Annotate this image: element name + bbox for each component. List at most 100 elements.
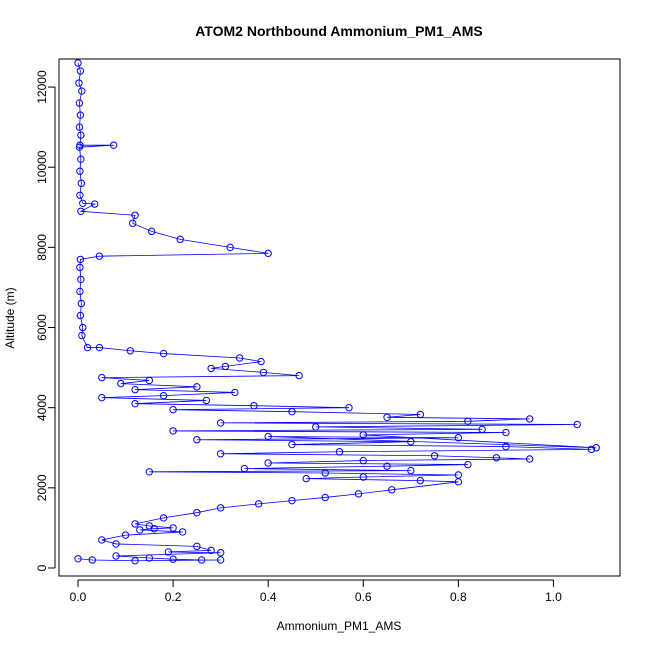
- data-point: [164, 548, 173, 556]
- plot-area: [74, 59, 600, 565]
- data-point: [131, 399, 139, 408]
- data-point: [226, 243, 234, 252]
- x-axis-label: Ammonium_PM1_AMS: [277, 619, 402, 633]
- data-point: [74, 59, 82, 67]
- data-point: [288, 440, 296, 449]
- data-point: [76, 311, 85, 320]
- data-point: [176, 235, 184, 244]
- data-point: [98, 373, 106, 382]
- data-point: [207, 364, 215, 373]
- data-point: [335, 448, 344, 456]
- data-point: [169, 427, 177, 435]
- y-axis: 0 2000 4000 6000 8000 10000 12000: [35, 70, 56, 571]
- x-tick-label: 0.2: [165, 590, 182, 604]
- data-point: [202, 396, 211, 405]
- data-point: [77, 131, 85, 139]
- data-point: [464, 460, 472, 469]
- data-point: [159, 349, 168, 358]
- data-point: [464, 417, 472, 426]
- data-point: [321, 469, 329, 477]
- data-point: [76, 287, 84, 296]
- data-point: [77, 155, 85, 163]
- data-point: [416, 410, 425, 419]
- y-tick-label: 2000: [35, 474, 49, 501]
- data-point: [121, 531, 130, 539]
- data-point: [359, 473, 367, 481]
- y-tick-label: 0: [35, 564, 49, 571]
- data-point: [430, 452, 439, 460]
- chart-title: ATOM2 Northbound Ammonium_PM1_AMS: [195, 23, 483, 39]
- data-point: [240, 464, 249, 473]
- data-point: [478, 425, 486, 434]
- data-point: [235, 354, 244, 362]
- data-point: [76, 255, 85, 264]
- x-tick-label: 1.0: [545, 590, 562, 604]
- data-point: [264, 459, 272, 467]
- data-point: [145, 468, 154, 476]
- data-point: [74, 555, 82, 563]
- data-point: [231, 388, 239, 397]
- data-point: [150, 525, 158, 533]
- y-axis-label: Altitude (m): [3, 287, 17, 348]
- data-point: [345, 403, 353, 412]
- data-point: [416, 476, 425, 485]
- data-point: [148, 227, 156, 236]
- data-point: [359, 456, 367, 465]
- x-tick-label: 0.4: [260, 590, 277, 604]
- data-point: [131, 211, 139, 220]
- data-point: [136, 526, 144, 534]
- data-point: [112, 540, 120, 548]
- data-point: [178, 528, 187, 536]
- data-point: [88, 556, 96, 564]
- y-tick-label: 6000: [35, 314, 49, 341]
- y-tick-label: 4000: [35, 394, 49, 421]
- data-point: [254, 500, 263, 508]
- data-point: [75, 123, 84, 131]
- data-point: [359, 431, 367, 439]
- data-point: [502, 442, 510, 451]
- data-point: [76, 111, 85, 119]
- data-point: [193, 436, 201, 444]
- data-point: [321, 493, 329, 502]
- data-point: [454, 434, 463, 442]
- data-point: [354, 490, 363, 498]
- data-point: [197, 556, 206, 564]
- data-point: [76, 191, 84, 199]
- data-point: [207, 546, 215, 555]
- x-tick-label: 0.8: [450, 590, 467, 604]
- data-point: [169, 405, 177, 414]
- data-point: [288, 407, 296, 416]
- data-point: [112, 552, 120, 560]
- data-point: [295, 371, 303, 380]
- data-point: [193, 542, 201, 551]
- y-tick-label: 8000: [35, 234, 49, 261]
- data-point: [79, 323, 87, 332]
- y-tick-label: 10000: [35, 150, 49, 184]
- x-tick-label: 0.6: [355, 590, 372, 604]
- data-point: [76, 167, 84, 175]
- data-point: [257, 357, 265, 366]
- data-point: [77, 207, 85, 215]
- data-point: [264, 432, 272, 441]
- data-point: [126, 347, 135, 355]
- data-point: [145, 554, 154, 562]
- data-point: [95, 343, 104, 352]
- data-point: [131, 385, 139, 394]
- data-point: [221, 362, 230, 371]
- data-point: [216, 504, 225, 512]
- data-point: [131, 520, 139, 528]
- data-point: [76, 67, 85, 75]
- data-point: [128, 219, 137, 228]
- data-point: [216, 450, 225, 458]
- data-point: [75, 99, 84, 107]
- data-point: [525, 455, 534, 463]
- data-point: [388, 486, 396, 494]
- data-point: [407, 438, 415, 446]
- data-point: [90, 200, 99, 208]
- data-point: [98, 393, 106, 402]
- data-point: [78, 331, 86, 340]
- data-point: [264, 249, 272, 258]
- data-point: [109, 141, 118, 149]
- data-point: [169, 555, 177, 563]
- data-point: [502, 428, 510, 437]
